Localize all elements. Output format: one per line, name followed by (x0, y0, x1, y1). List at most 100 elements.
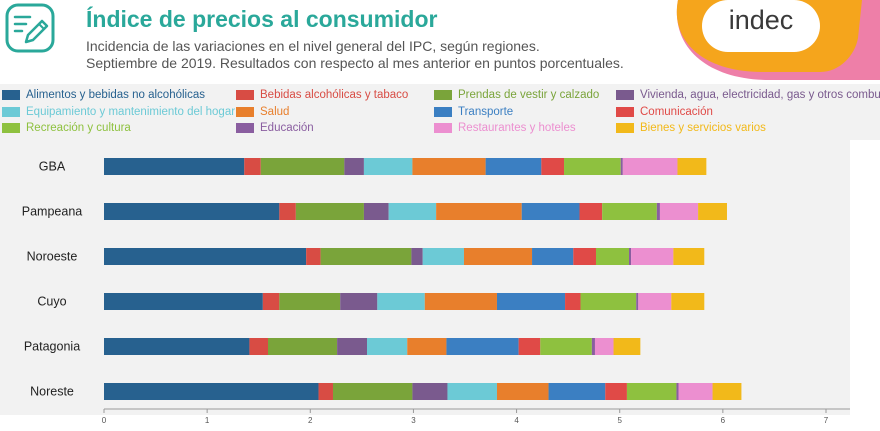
x-tick-label: 4 (514, 416, 519, 425)
page-subtitle: Incidencia de las variaciones en el nive… (86, 38, 624, 72)
bar-segment (605, 383, 627, 400)
x-tick-label: 1 (205, 416, 210, 425)
bar-segment (337, 338, 368, 355)
legend-swatch (616, 106, 634, 117)
legend-label: Bebidas alcohólicas y tabaco (260, 88, 409, 101)
brand-name: indec (729, 5, 794, 35)
legend-swatch (434, 89, 452, 100)
legend-swatch (236, 106, 254, 117)
bar-segment (678, 383, 713, 400)
legend-swatch (2, 122, 20, 133)
bar-segment (676, 383, 679, 400)
bar-segment (496, 293, 566, 310)
chart-background (0, 140, 850, 415)
legend-label: Comunicación (640, 105, 713, 118)
bar-segment (306, 248, 321, 265)
category-label: Noroeste (27, 250, 78, 264)
bar-segment (295, 203, 364, 220)
chart-legend: Alimentos y bebidas no alcohólicas Bebida… (0, 84, 880, 140)
legend-item: Transporte (434, 104, 513, 119)
category-label: Pampeana (22, 205, 83, 219)
bar-segment (591, 338, 595, 355)
legend-swatch (434, 106, 452, 117)
bar-segment (463, 248, 533, 265)
bar-segment (436, 203, 522, 220)
bar-segment (629, 248, 632, 265)
legend-item: Educación (236, 120, 314, 135)
bar-segment (565, 293, 581, 310)
bar-segment (377, 293, 425, 310)
x-tick-label: 2 (308, 416, 313, 425)
bar-segment (363, 158, 413, 175)
x-tick-label: 0 (102, 416, 107, 425)
x-tick-label: 3 (411, 416, 416, 425)
legend-label: Vivienda, agua, electricidad, gas y otro… (640, 88, 880, 101)
legend-item: Vivienda, agua, electricidad, gas y otro… (616, 87, 880, 102)
bar-segment (332, 383, 413, 400)
bar-segment (677, 158, 707, 175)
category-label: Noreste (30, 385, 74, 399)
bar-segment (262, 293, 280, 310)
bar-segment (344, 158, 364, 175)
legend-label: Alimentos y bebidas no alcohólicas (26, 88, 205, 101)
bar-segment (104, 383, 319, 400)
bar-segment (318, 383, 333, 400)
bar-segment (422, 248, 464, 265)
bar-segment (320, 248, 412, 265)
bar-segment (411, 248, 423, 265)
legend-label: Recreación y cultura (26, 121, 131, 134)
bar-segment (656, 203, 660, 220)
bar-segment (595, 248, 629, 265)
legend-item: Bebidas alcohólicas y tabaco (236, 87, 408, 102)
stacked-bar-chart: GBA Pampeana Noroeste Cuyo Patagonia Noreste 0… (0, 140, 850, 425)
legend-swatch (434, 122, 452, 133)
bar-segment (249, 338, 268, 355)
legend-item: Bienes y servicios varios (616, 120, 766, 135)
bar-segment (447, 383, 497, 400)
category-label: Patagonia (24, 340, 80, 354)
bar-segment (638, 293, 672, 310)
legend-item: Comunicación (616, 104, 713, 119)
legend-label: Educación (260, 121, 314, 134)
legend-swatch (236, 122, 254, 133)
bar-segment (388, 203, 437, 220)
bar-segment (532, 248, 574, 265)
bar-segment (412, 158, 486, 175)
bar-segment (564, 158, 621, 175)
legend-item: Salud (236, 104, 289, 119)
legend-label: Equipamiento y mantenimiento del hogar (26, 105, 236, 118)
bar-segment (446, 338, 519, 355)
bar-segment (613, 338, 641, 355)
bar-segment (659, 203, 699, 220)
bar-segment (340, 293, 378, 310)
bar-segment (626, 383, 677, 400)
subtitle-line-2: Septiembre de 2019. Resultados con respe… (86, 55, 624, 71)
bar-segment (712, 383, 742, 400)
legend-item: Alimentos y bebidas no alcohólicas (2, 87, 205, 102)
legend-label: Salud (260, 105, 290, 118)
legend-swatch (616, 89, 634, 100)
bar-segment (104, 248, 307, 265)
legend-label: Prendas de vestir y calzado (458, 88, 600, 101)
bar-segment (412, 383, 448, 400)
bar-segment (104, 203, 280, 220)
legend-label: Bienes y servicios varios (640, 121, 766, 134)
bar-segment (698, 203, 727, 220)
bar-segment (518, 338, 541, 355)
bar-segment (279, 293, 341, 310)
bar-segment (104, 338, 250, 355)
bar-segment (636, 293, 639, 310)
bar-segment (671, 293, 705, 310)
legend-item: Recreación y cultura (2, 120, 131, 135)
bar-segment (244, 158, 261, 175)
bar-segment (424, 293, 497, 310)
bar-segment (104, 158, 245, 175)
x-tick-label: 6 (721, 416, 726, 425)
bar-segment (268, 338, 338, 355)
legend-item: Equipamiento y mantenimiento del hogar (2, 104, 235, 119)
category-label: GBA (39, 160, 66, 174)
bar-segment (579, 203, 603, 220)
bar-segment (407, 338, 447, 355)
brand-logo: indec (630, 0, 880, 80)
legend-swatch (616, 122, 634, 133)
